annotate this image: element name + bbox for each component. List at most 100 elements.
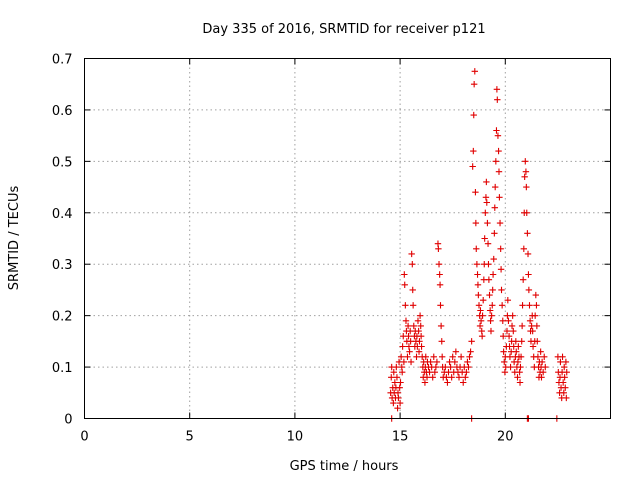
x-tick-label: 15 bbox=[392, 430, 409, 445]
data-point bbox=[499, 317, 506, 324]
data-point bbox=[559, 379, 567, 386]
data-point bbox=[438, 353, 446, 360]
data-point bbox=[534, 353, 542, 360]
data-point bbox=[507, 363, 514, 371]
data-point bbox=[472, 189, 479, 196]
data-point bbox=[400, 358, 408, 366]
data-point bbox=[489, 271, 497, 278]
data-point bbox=[488, 312, 495, 319]
data-point bbox=[402, 302, 409, 309]
data-point bbox=[449, 353, 456, 360]
data-point bbox=[394, 405, 401, 412]
data-point bbox=[491, 204, 498, 211]
data-point bbox=[464, 358, 471, 366]
data-point bbox=[465, 363, 472, 371]
data-point bbox=[417, 322, 424, 330]
data-point bbox=[422, 353, 429, 360]
data-point bbox=[505, 333, 513, 340]
data-point bbox=[518, 338, 525, 345]
data-point bbox=[396, 384, 403, 391]
data-point bbox=[468, 338, 475, 345]
data-point bbox=[470, 111, 477, 119]
data-point bbox=[409, 286, 416, 294]
data-point bbox=[395, 394, 402, 402]
data-point bbox=[489, 286, 496, 294]
data-point bbox=[463, 369, 470, 376]
data-point bbox=[504, 297, 512, 304]
data-point bbox=[562, 384, 569, 391]
data-point bbox=[539, 369, 547, 376]
data-point bbox=[416, 338, 423, 345]
data-point bbox=[533, 322, 541, 330]
data-point bbox=[494, 96, 501, 103]
data-points bbox=[387, 68, 570, 422]
data-point bbox=[498, 286, 505, 294]
data-point bbox=[508, 322, 516, 330]
data-point bbox=[477, 317, 485, 324]
data-point bbox=[430, 353, 437, 360]
data-point bbox=[478, 333, 486, 340]
data-point bbox=[499, 333, 507, 340]
data-point bbox=[532, 291, 540, 299]
data-point bbox=[467, 348, 474, 355]
data-point bbox=[435, 245, 442, 252]
data-point bbox=[435, 261, 443, 268]
data-point bbox=[485, 261, 492, 268]
data-point bbox=[399, 369, 406, 376]
data-point bbox=[519, 276, 527, 283]
data-point bbox=[493, 86, 501, 93]
data-point bbox=[470, 147, 477, 155]
y-tick-label: 0.4 bbox=[52, 207, 73, 222]
data-point bbox=[542, 363, 549, 371]
data-point bbox=[492, 158, 500, 165]
data-point bbox=[522, 158, 529, 165]
data-point bbox=[418, 343, 425, 350]
data-point bbox=[523, 209, 530, 216]
data-point bbox=[525, 271, 532, 278]
data-point bbox=[480, 297, 487, 304]
data-point bbox=[427, 358, 434, 366]
data-point bbox=[557, 358, 564, 366]
data-point bbox=[396, 399, 404, 407]
data-point bbox=[404, 353, 411, 360]
data-point bbox=[406, 348, 413, 355]
data-point bbox=[437, 302, 444, 309]
data-point bbox=[526, 302, 533, 309]
grid-lines bbox=[84, 58, 611, 419]
x-tick-label: 5 bbox=[186, 430, 194, 445]
data-point bbox=[509, 312, 516, 319]
data-point bbox=[469, 163, 476, 170]
data-point bbox=[474, 271, 481, 278]
data-point bbox=[498, 302, 506, 309]
data-point bbox=[482, 209, 489, 216]
y-tick-label: 0.5 bbox=[52, 155, 73, 170]
plot-frame bbox=[84, 58, 611, 419]
data-point bbox=[479, 312, 486, 319]
data-point bbox=[520, 245, 528, 252]
data-point bbox=[483, 199, 490, 206]
data-point bbox=[522, 168, 530, 175]
data-point bbox=[475, 291, 482, 299]
data-point bbox=[483, 178, 490, 186]
data-point bbox=[455, 374, 463, 381]
data-point bbox=[505, 317, 512, 324]
data-point bbox=[497, 245, 504, 252]
data-point bbox=[462, 374, 469, 381]
data-point bbox=[431, 369, 439, 376]
y-tick-label: 0 bbox=[64, 413, 72, 428]
data-point bbox=[448, 374, 455, 381]
data-point bbox=[561, 363, 568, 371]
data-point bbox=[523, 183, 530, 191]
data-point bbox=[444, 379, 451, 386]
data-point bbox=[489, 302, 496, 309]
data-point bbox=[433, 358, 441, 366]
data-point bbox=[438, 338, 445, 345]
data-point bbox=[529, 327, 536, 335]
data-point bbox=[516, 379, 524, 386]
data-point bbox=[473, 261, 481, 268]
data-point bbox=[401, 281, 408, 288]
data-point bbox=[513, 348, 520, 355]
data-point bbox=[421, 379, 429, 386]
data-point bbox=[432, 363, 440, 371]
data-point bbox=[457, 353, 465, 360]
